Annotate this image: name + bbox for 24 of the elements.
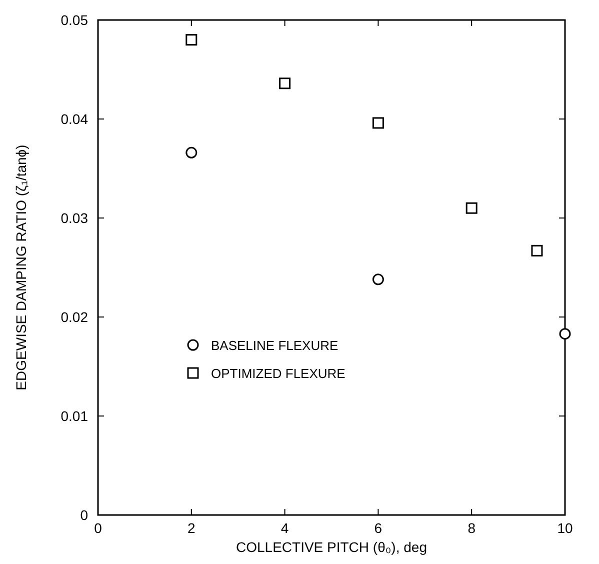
x-axis-title: COLLECTIVE PITCH (θ₀), deg (236, 539, 427, 555)
x-tick-label: 8 (468, 520, 476, 536)
y-tick-label: 0.04 (60, 111, 88, 127)
point (279, 78, 291, 90)
y-tick-label: 0.02 (60, 309, 88, 325)
x-tick-label: 10 (557, 520, 573, 536)
point (372, 274, 384, 286)
point (186, 146, 198, 158)
legend-label: OPTIMIZED FLEXURE (211, 366, 346, 381)
y-tick-label: 0.03 (60, 210, 88, 226)
x-tick-label: 6 (374, 520, 382, 536)
y-axis-title: EDGEWISE DAMPING RATIO (ζ₁/tanϕ) (13, 144, 29, 390)
legend-label: BASELINE FLEXURE (211, 338, 338, 353)
point (531, 244, 543, 256)
y-tick-label: 0 (80, 507, 88, 523)
x-tick-label: 4 (280, 520, 289, 536)
point (559, 328, 571, 340)
point (466, 202, 478, 214)
point (372, 117, 384, 129)
y-tick-label: 0.01 (60, 408, 88, 424)
x-tick-label: 0 (94, 520, 102, 536)
point (186, 34, 198, 46)
x-tick-label: 2 (188, 520, 196, 536)
y-tick-label: 0.05 (60, 12, 88, 28)
